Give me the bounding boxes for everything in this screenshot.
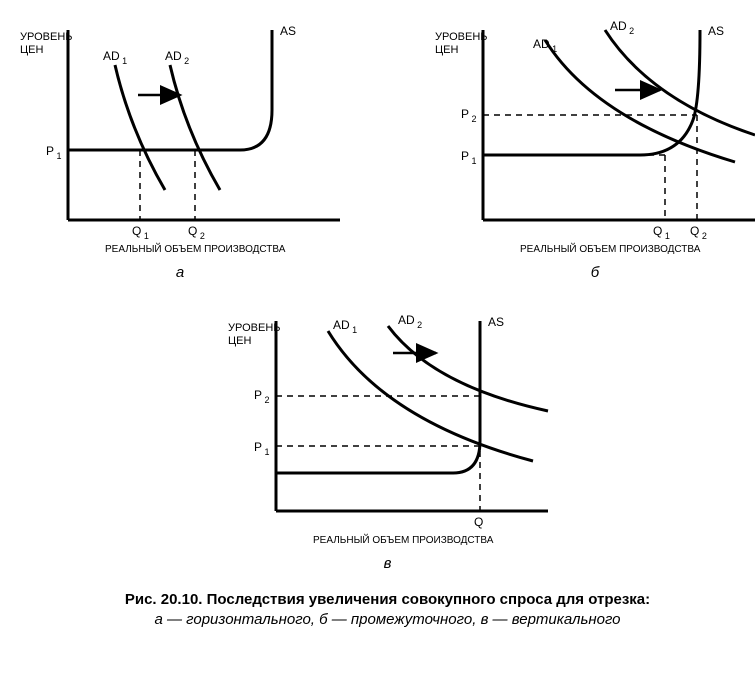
panel-a-letter: а — [176, 264, 184, 281]
svg-text:AD 2: AD 2 — [610, 19, 634, 36]
svg-text:РЕАЛЬНЫЙ ОБЪЕМ ПРОИЗВОДСТВА: РЕАЛЬНЫЙ ОБЪЕМ ПРОИЗВОДСТВА — [105, 242, 286, 255]
svg-text:AD 1: AD 1 — [333, 318, 357, 335]
panel-c-letter: в — [384, 555, 392, 572]
svg-text:Q: Q — [474, 515, 483, 529]
caption-c: в — вертикального — [481, 611, 621, 628]
figure-caption: Рис. 20.10. Последствия увеличения совок… — [10, 590, 755, 631]
svg-text:P 1: P 1 — [461, 149, 477, 166]
caption-a: а — горизонтального, — [154, 611, 319, 628]
chart-b: УРОВЕНЬЦЕН РЕАЛЬНЫЙ ОБЪЕМ ПРОИЗВОДСТВА AD … — [425, 10, 755, 260]
caption-b: б — промежуточного, — [319, 611, 480, 628]
svg-text:AS: AS — [280, 24, 296, 38]
panel-b: УРОВЕНЬЦЕН РЕАЛЬНЫЙ ОБЪЕМ ПРОИЗВОДСТВА AD … — [425, 10, 755, 281]
chart-a: УРОВЕНЬЦЕН РЕАЛЬНЫЙ ОБЪЕМ ПРОИЗВОДСТВА AD … — [10, 10, 350, 260]
svg-text:Q 2: Q 2 — [188, 224, 205, 241]
svg-text:РЕАЛЬНЫЙ ОБЪЕМ ПРОИЗВОДСТВА: РЕАЛЬНЫЙ ОБЪЕМ ПРОИЗВОДСТВА — [313, 533, 494, 546]
svg-text:ЦЕН: ЦЕН — [20, 44, 43, 56]
svg-text:РЕАЛЬНЫЙ ОБЪЕМ ПРОИЗВОДСТВА: РЕАЛЬНЫЙ ОБЪЕМ ПРОИЗВОДСТВА — [520, 242, 701, 255]
svg-text:УРОВЕНЬ: УРОВЕНЬ — [228, 322, 280, 334]
panel-b-letter: б — [591, 264, 599, 281]
svg-text:P 2: P 2 — [461, 107, 477, 124]
svg-text:AS: AS — [488, 315, 504, 329]
svg-text:P 2: P 2 — [254, 388, 270, 405]
svg-text:УРОВЕНЬ: УРОВЕНЬ — [20, 31, 72, 43]
svg-text:AD 1: AD 1 — [533, 37, 557, 54]
svg-text:AD 1: AD 1 — [103, 49, 127, 66]
svg-text:AD 2: AD 2 — [165, 49, 189, 66]
svg-text:ЦЕН: ЦЕН — [435, 44, 458, 56]
caption-title: Рис. 20.10. Последствия увеличения совок… — [125, 591, 650, 608]
svg-text:P 1: P 1 — [254, 440, 270, 457]
panel-c: УРОВЕНЬЦЕН РЕАЛЬНЫЙ ОБЪЕМ ПРОИЗВОДСТВА AD … — [218, 301, 558, 572]
svg-text:Q 1: Q 1 — [132, 224, 149, 241]
svg-text:AS: AS — [708, 24, 724, 38]
svg-text:ЦЕН: ЦЕН — [228, 335, 251, 347]
svg-text:P 1: P 1 — [46, 144, 62, 161]
panel-a: УРОВЕНЬЦЕН РЕАЛЬНЫЙ ОБЪЕМ ПРОИЗВОДСТВА AD … — [10, 10, 350, 281]
svg-text:Q 2: Q 2 — [690, 224, 707, 241]
chart-c: УРОВЕНЬЦЕН РЕАЛЬНЫЙ ОБЪЕМ ПРОИЗВОДСТВА AD … — [218, 301, 558, 551]
svg-text:AD 2: AD 2 — [398, 313, 422, 330]
svg-text:УРОВЕНЬ: УРОВЕНЬ — [435, 31, 487, 43]
svg-text:Q 1: Q 1 — [653, 224, 670, 241]
